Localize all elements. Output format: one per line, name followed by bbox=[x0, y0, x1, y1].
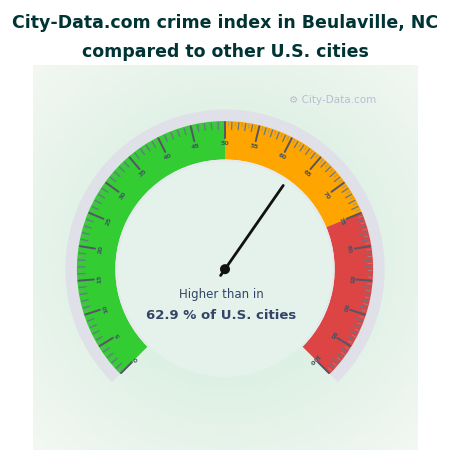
Text: ⚙ City-Data.com: ⚙ City-Data.com bbox=[289, 95, 376, 105]
Text: 15: 15 bbox=[97, 274, 103, 284]
Text: 30: 30 bbox=[119, 190, 128, 200]
Text: 10: 10 bbox=[102, 303, 109, 313]
Text: 60: 60 bbox=[277, 153, 287, 161]
Text: 95: 95 bbox=[328, 330, 337, 340]
Text: 55: 55 bbox=[250, 144, 259, 150]
Text: 20: 20 bbox=[98, 245, 104, 254]
Text: Higher than in: Higher than in bbox=[179, 288, 264, 301]
Text: 62.9 % of U.S. cities: 62.9 % of U.S. cities bbox=[146, 309, 296, 322]
Text: 5: 5 bbox=[114, 332, 121, 338]
Text: 40: 40 bbox=[163, 153, 173, 161]
Text: compared to other U.S. cities: compared to other U.S. cities bbox=[81, 43, 369, 61]
Text: City-Data.com crime index in Beulaville, NC: City-Data.com crime index in Beulaville,… bbox=[12, 14, 438, 32]
Wedge shape bbox=[65, 109, 385, 382]
Text: 65: 65 bbox=[302, 169, 312, 178]
Wedge shape bbox=[77, 121, 225, 374]
Text: 50: 50 bbox=[220, 141, 230, 146]
Text: 25: 25 bbox=[105, 216, 113, 226]
Wedge shape bbox=[302, 212, 373, 374]
Text: 100: 100 bbox=[308, 352, 320, 365]
Circle shape bbox=[220, 264, 230, 274]
Text: 80: 80 bbox=[346, 245, 352, 254]
Wedge shape bbox=[225, 121, 362, 227]
Circle shape bbox=[117, 162, 333, 377]
Text: 0: 0 bbox=[133, 355, 140, 361]
Text: 35: 35 bbox=[138, 169, 148, 178]
Text: 90: 90 bbox=[341, 303, 348, 313]
Wedge shape bbox=[115, 159, 335, 346]
Text: 70: 70 bbox=[322, 190, 331, 200]
Text: 75: 75 bbox=[337, 216, 345, 226]
Text: 45: 45 bbox=[191, 144, 200, 150]
Text: 85: 85 bbox=[347, 274, 353, 284]
